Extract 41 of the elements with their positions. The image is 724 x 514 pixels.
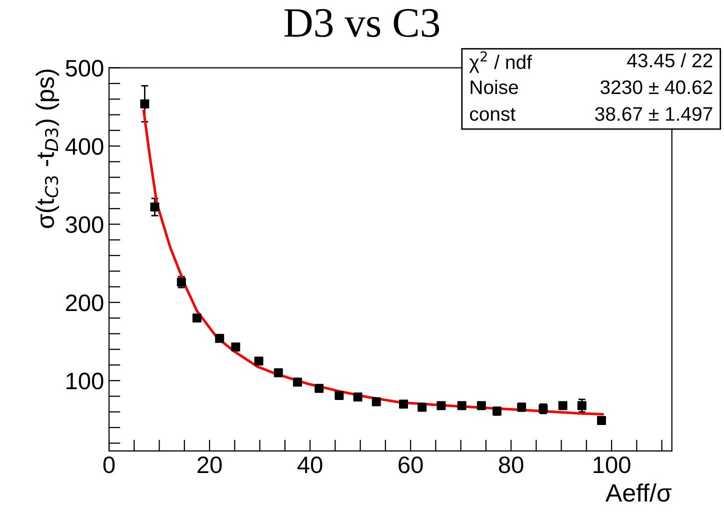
- point: [215, 334, 224, 343]
- x-tick-label: 100: [594, 456, 630, 474]
- point: [558, 401, 568, 410]
- point: [476, 401, 486, 410]
- x-axis-title: Aeff/σ: [606, 483, 672, 502]
- point: [597, 416, 606, 425]
- y-tick-label: 200: [66, 294, 104, 312]
- point: [292, 378, 302, 387]
- chart-title: D3 vs C3: [284, 9, 440, 38]
- point: [192, 314, 202, 323]
- point: [457, 401, 466, 410]
- point: [372, 397, 381, 406]
- text: 43.45 / 22: [627, 53, 712, 68]
- annotation: 38.67 ± 1.497: [595, 107, 712, 121]
- y-tick-label: 300: [66, 216, 104, 234]
- point: [254, 356, 264, 366]
- point: [150, 202, 160, 212]
- y-tick-label: 400: [65, 138, 104, 155]
- point: [436, 401, 446, 410]
- point: [418, 402, 427, 412]
- annotation: Noise: [470, 80, 518, 94]
- point: [231, 342, 240, 352]
- x-tick-label: 60: [398, 456, 423, 474]
- y-tick-label: 500: [66, 60, 104, 77]
- y-tick-label: 100: [66, 372, 104, 390]
- y-axis-title: σ(t$_{C3}$ -t$_{D3}$) (ps): [36, 70, 60, 228]
- point: [274, 368, 283, 378]
- x-tick-label: 40: [297, 456, 322, 474]
- annotation: 3230 ± 40.62: [600, 80, 712, 94]
- point: [577, 401, 586, 410]
- point: [399, 400, 408, 409]
- x-tick-label: 20: [198, 456, 222, 474]
- point: [334, 390, 344, 400]
- point: [176, 278, 186, 287]
- x-tick-label: 0: [103, 456, 115, 474]
- annotation: const: [470, 108, 516, 121]
- x-tick-label: 80: [498, 456, 524, 474]
- point: [140, 99, 150, 108]
- annotation: χ$^{2}$ / ndf: [469, 51, 532, 73]
- point: [314, 384, 324, 393]
- point: [353, 392, 362, 402]
